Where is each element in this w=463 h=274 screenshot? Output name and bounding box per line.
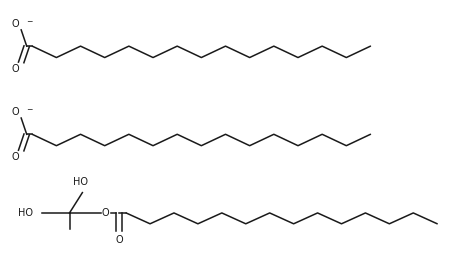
Text: O: O xyxy=(11,19,19,28)
Text: HO: HO xyxy=(73,177,88,187)
Text: HO: HO xyxy=(18,208,33,218)
Text: O: O xyxy=(11,64,19,74)
Text: −: − xyxy=(26,17,32,26)
Text: O: O xyxy=(115,235,123,246)
Text: O: O xyxy=(101,208,109,218)
Text: O: O xyxy=(11,107,19,117)
Text: −: − xyxy=(26,105,32,115)
Text: O: O xyxy=(11,152,19,162)
